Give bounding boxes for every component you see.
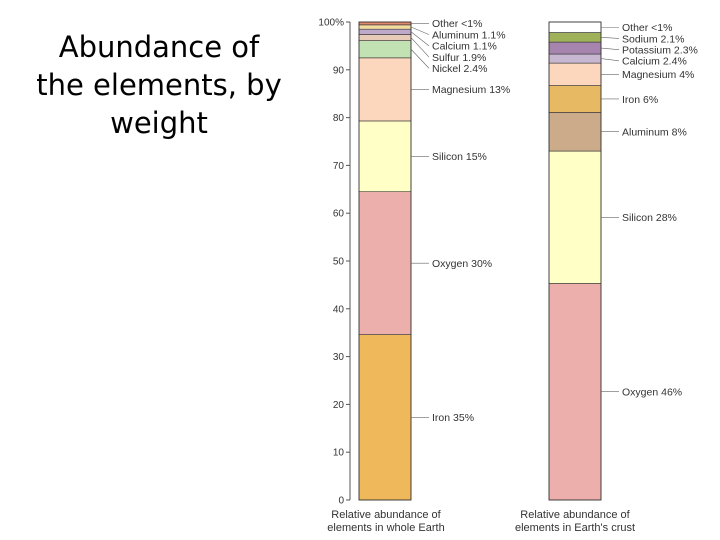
y-tick-label: 40 xyxy=(333,304,345,315)
leader-line xyxy=(410,37,430,58)
segment-label-sodium: Sodium 2.1% xyxy=(622,33,684,45)
segment-label-oxygen: Oxygen 30% xyxy=(432,258,492,270)
bar-segment-oxygen xyxy=(548,283,602,501)
bar-segment-potassium xyxy=(548,41,602,55)
leader-line xyxy=(410,49,430,69)
bar-segment-nickel xyxy=(358,40,412,59)
y-tick-label: 70 xyxy=(333,161,345,172)
leader-line xyxy=(410,31,430,47)
leader-line xyxy=(600,47,620,50)
leader-line xyxy=(600,58,620,62)
segment-label-iron: Iron 6% xyxy=(622,94,658,106)
bar-outline xyxy=(358,21,412,501)
segment-label-nickel: Nickel 2.4% xyxy=(432,63,487,75)
y-tick-label: 90 xyxy=(333,65,345,76)
segment-label-silicon: Silicon 28% xyxy=(622,212,677,224)
segment-label-oxygen: Oxygen 46% xyxy=(622,387,682,399)
segment-label-calcium: Calcium 1.1% xyxy=(432,41,497,53)
y-tick-label: 80 xyxy=(333,113,345,124)
bar-segment-aluminum xyxy=(358,24,412,30)
y-axis: 0 10 20 30 40 50 60 70 80 90 100% xyxy=(318,18,351,507)
column-label: Relative abundance of elements in Earth's… xyxy=(515,509,635,534)
segment-label-aluminum: Aluminum 8% xyxy=(622,127,687,139)
segment-label-magnesium: Magnesium 13% xyxy=(432,84,510,96)
bar-segment-other xyxy=(548,21,602,33)
bar-segment-calcium xyxy=(548,53,602,64)
bar-segment-silicon xyxy=(358,120,412,192)
y-tick-label: 60 xyxy=(333,209,345,220)
column-label: Relative abundance of elements in whole E… xyxy=(327,509,444,534)
bar-segment-magnesium xyxy=(548,62,602,86)
leader-line xyxy=(410,26,430,35)
segment-label-other: Other <1% xyxy=(432,18,483,30)
bar-segment-iron xyxy=(358,334,412,501)
bar-segment-sodium xyxy=(548,32,602,43)
bar-segment-calcium xyxy=(358,28,412,35)
segment-label-magnesium: Magnesium 4% xyxy=(622,69,694,81)
y-tick-label: 20 xyxy=(333,400,345,411)
bar-segment-other xyxy=(358,21,412,26)
bar-segment-aluminum xyxy=(548,112,602,152)
y-tick-label: 50 xyxy=(333,257,345,268)
bar-segment-sulfur xyxy=(358,34,412,41)
bar-segment-iron xyxy=(548,85,602,113)
column-labels: Relative abundance of elements in whole E… xyxy=(327,509,635,534)
bar-outline xyxy=(548,21,602,501)
y-tick-label: 0 xyxy=(338,496,344,507)
y-tick-label: 100% xyxy=(318,18,344,29)
segment-label-potassium: Potassium 2.3% xyxy=(622,44,698,56)
segment-label-iron: Iron 35% xyxy=(432,412,474,424)
segment-label-silicon: Silicon 15% xyxy=(432,151,487,163)
bar-segment-silicon xyxy=(548,150,602,284)
segment-label-sulfur: Sulfur 1.9% xyxy=(432,52,486,64)
segment-label-other: Other <1% xyxy=(622,22,673,34)
y-tick-label: 30 xyxy=(333,352,345,363)
segment-labels: Iron 35% Oxygen 30% Silicon 15% Magnesium 1… xyxy=(410,18,698,424)
segment-label-calcium: Calcium 2.4% xyxy=(622,56,687,68)
slide-title: Abundance of the elements, by weight xyxy=(36,30,282,140)
y-tick-label: 10 xyxy=(333,448,345,459)
leader-line xyxy=(600,36,620,39)
bar-segment-oxygen xyxy=(358,191,412,335)
bar-segment-magnesium xyxy=(358,57,412,122)
segment-label-aluminum: Aluminum 1.1% xyxy=(432,29,506,41)
bars xyxy=(358,21,602,501)
